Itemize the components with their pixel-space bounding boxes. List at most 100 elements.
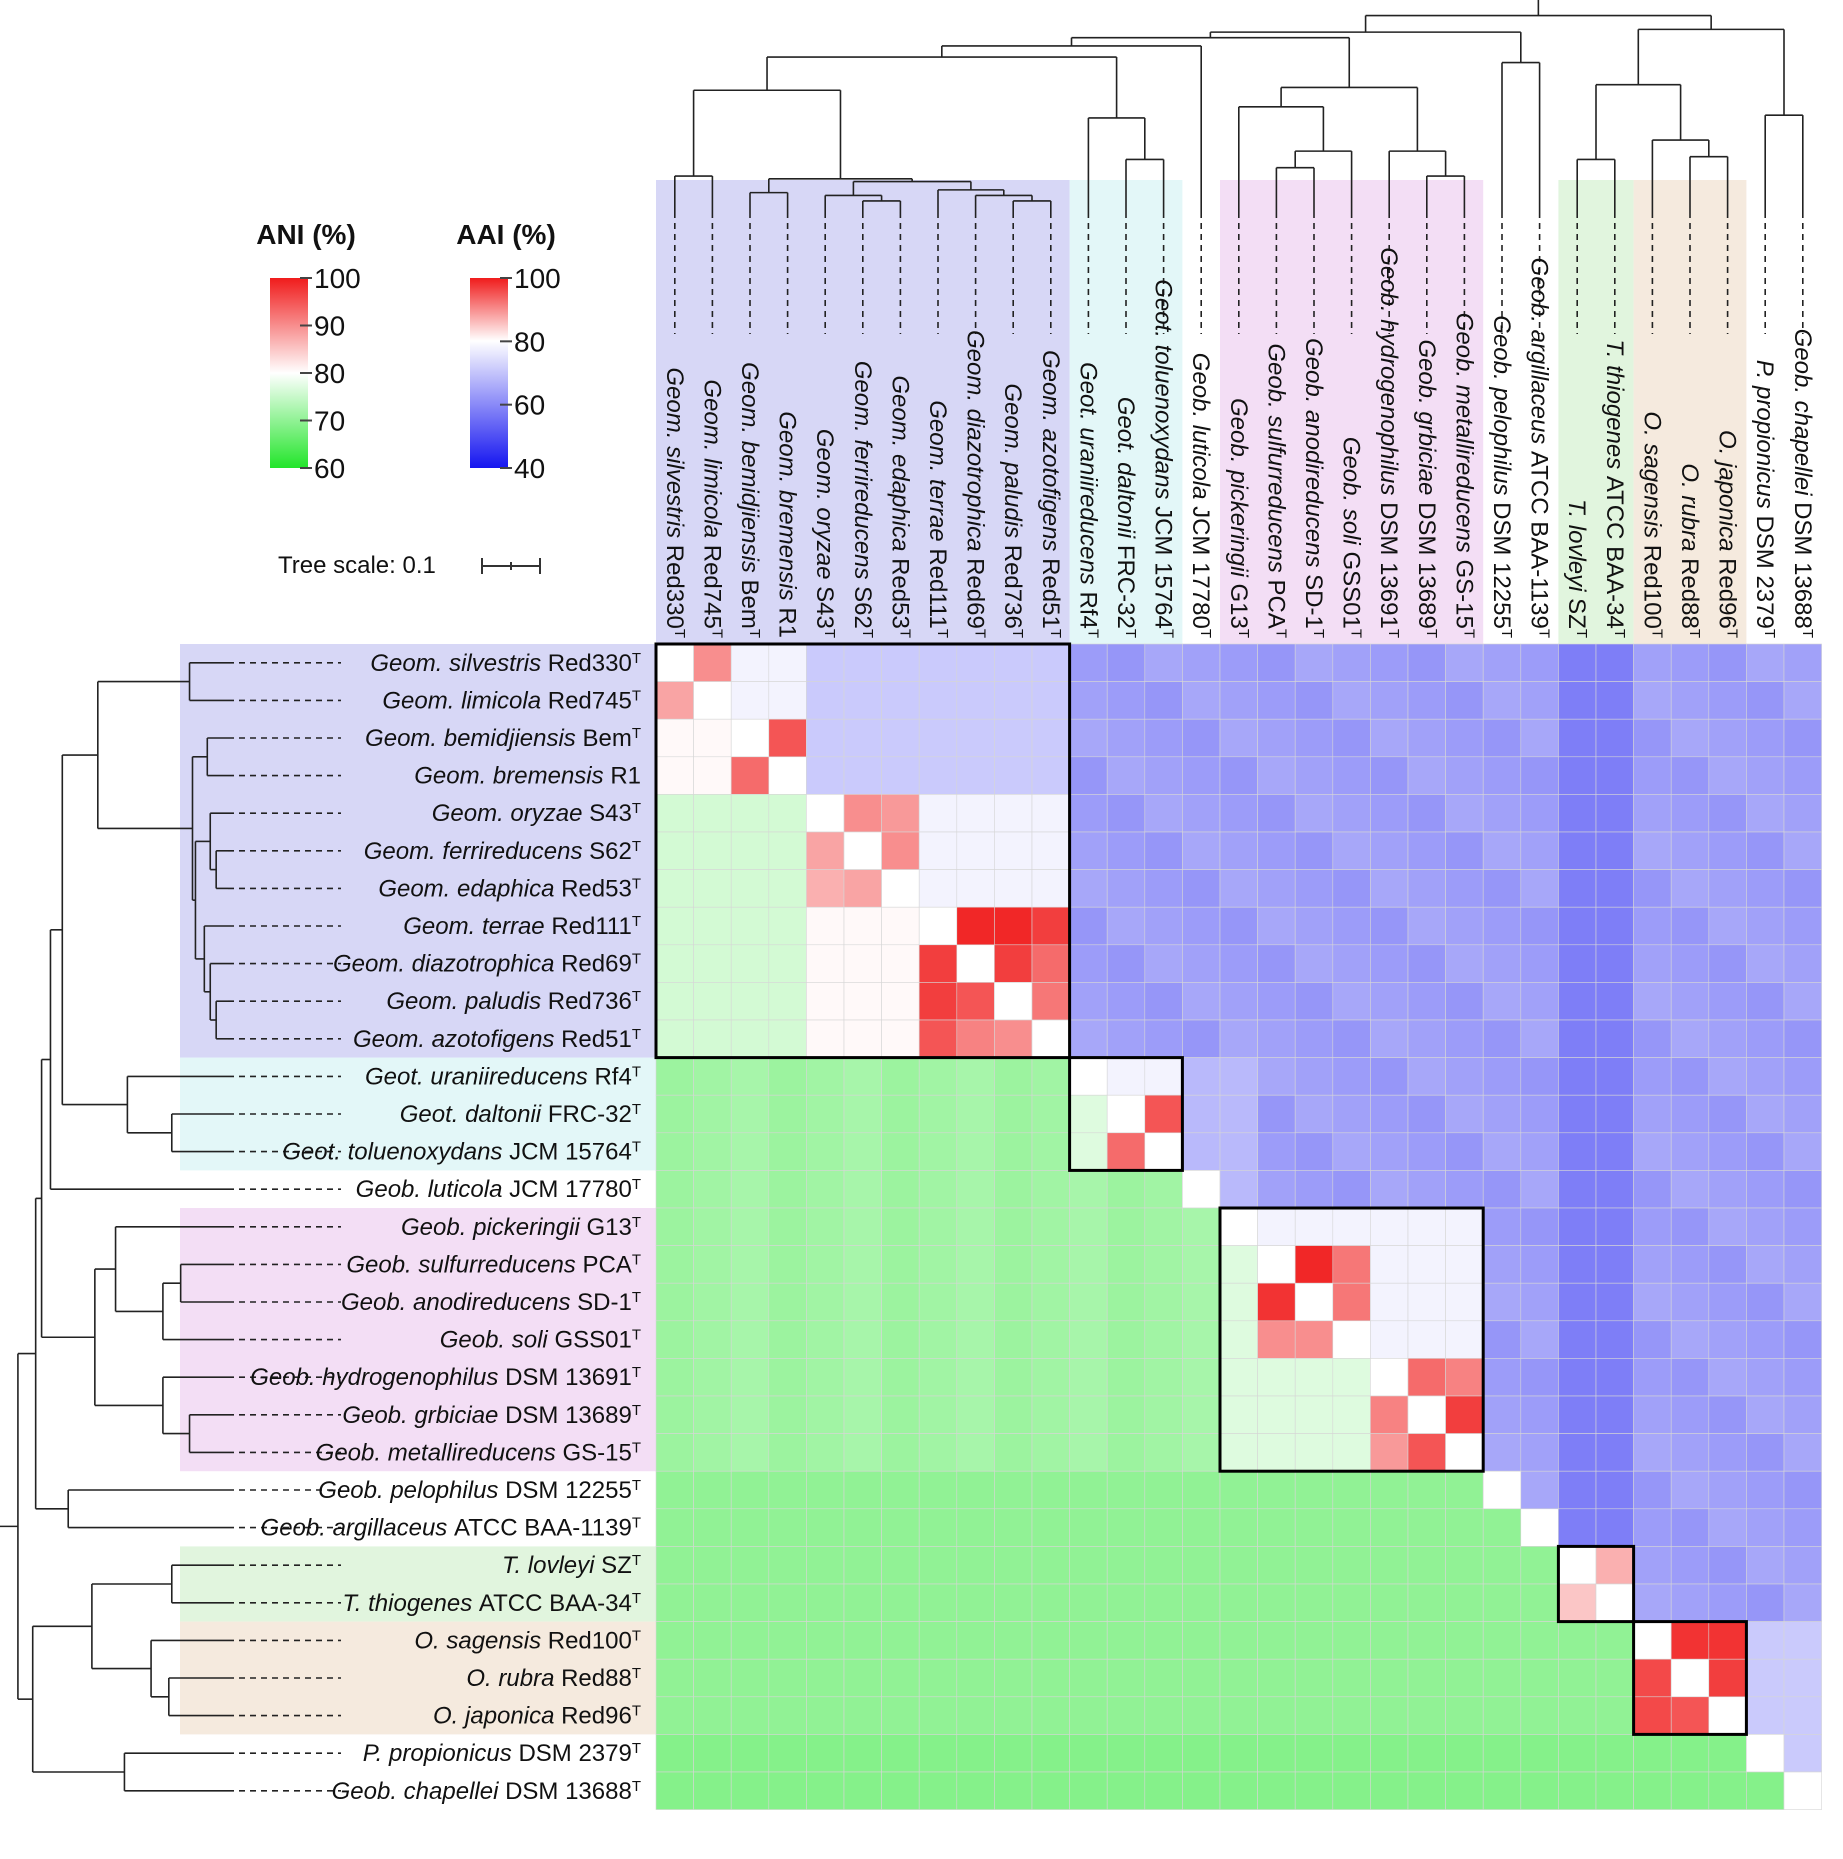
heatmap-cell bbox=[1445, 1132, 1484, 1171]
label-species: Geob. pelophilus bbox=[1488, 315, 1515, 502]
heatmap-cell bbox=[1031, 1546, 1070, 1585]
heatmap-cell bbox=[1520, 1094, 1559, 1134]
heatmap-cell bbox=[1294, 1170, 1334, 1209]
heatmap-cell bbox=[806, 1282, 845, 1322]
heatmap-cell bbox=[1407, 1282, 1446, 1322]
heatmap-cell bbox=[1106, 1245, 1146, 1284]
heatmap-cell bbox=[1746, 1245, 1785, 1284]
heatmap-cell bbox=[806, 982, 845, 1021]
heatmap-cell bbox=[655, 718, 694, 758]
heatmap-cell bbox=[1182, 1433, 1221, 1472]
label-type-marker: T bbox=[1348, 629, 1365, 638]
heatmap-cell bbox=[1031, 1057, 1070, 1096]
heatmap-cell bbox=[1633, 1019, 1672, 1058]
heatmap-cell bbox=[730, 1282, 770, 1322]
heatmap-cell bbox=[1294, 718, 1334, 758]
heatmap-cell bbox=[1031, 756, 1070, 795]
heatmap-cell bbox=[843, 1696, 882, 1735]
heatmap-cell bbox=[1482, 1094, 1522, 1134]
label-type-marker: T bbox=[632, 800, 641, 817]
heatmap-cell bbox=[1482, 1658, 1522, 1698]
heatmap-cell bbox=[843, 944, 882, 983]
heatmap-cell bbox=[1182, 1734, 1221, 1773]
aai-legend-tick-label: 80 bbox=[514, 326, 545, 357]
label-type-marker: T bbox=[1574, 629, 1591, 638]
heatmap-cell bbox=[730, 1621, 770, 1660]
heatmap-cell bbox=[1595, 1696, 1634, 1735]
heatmap-cell bbox=[1482, 1170, 1522, 1209]
heatmap-cell bbox=[1294, 1621, 1334, 1660]
heatmap-cell bbox=[1520, 1320, 1559, 1359]
heatmap-cell bbox=[1069, 869, 1108, 908]
heatmap-cell bbox=[655, 1282, 694, 1322]
heatmap-cell bbox=[1482, 1508, 1522, 1547]
label-type-marker: T bbox=[632, 1063, 641, 1080]
column-label: Geob. metallireducens GS-15T bbox=[1450, 313, 1478, 638]
label-strain: GS-15 bbox=[562, 1439, 631, 1466]
label-species: T. lovleyi bbox=[502, 1552, 601, 1579]
heatmap-cell bbox=[693, 1320, 732, 1359]
heatmap-cell bbox=[768, 1320, 807, 1359]
label-strain: Red100 bbox=[1638, 545, 1665, 629]
heatmap-cell bbox=[918, 1546, 958, 1585]
heatmap-cell bbox=[1633, 1583, 1672, 1622]
heatmap-cell bbox=[1746, 1583, 1785, 1622]
heatmap-cell bbox=[768, 1207, 807, 1246]
heatmap-cell bbox=[1182, 1771, 1221, 1810]
row-label: Geob. argillaceus ATCC BAA-1139T bbox=[261, 1514, 641, 1542]
heatmap-cell bbox=[881, 1621, 920, 1660]
row-band-thio bbox=[180, 1546, 656, 1622]
heatmap-cell bbox=[1407, 681, 1446, 720]
heatmap-cell bbox=[1482, 1395, 1522, 1434]
heatmap-cell bbox=[1558, 1282, 1597, 1322]
heatmap-cell bbox=[1182, 1245, 1221, 1284]
heatmap-cell bbox=[730, 1170, 770, 1209]
heatmap-cell bbox=[1482, 1546, 1522, 1585]
heatmap-cell bbox=[1520, 1433, 1559, 1472]
heatmap-cell bbox=[1219, 1057, 1258, 1096]
heatmap-cell bbox=[1595, 1019, 1634, 1058]
label-strain: GSS01 bbox=[1338, 551, 1365, 628]
heatmap-cell bbox=[1332, 1621, 1371, 1660]
ani-legend-tick-label: 60 bbox=[314, 453, 345, 484]
heatmap-cell bbox=[1332, 1696, 1371, 1735]
label-type-marker: T bbox=[632, 1627, 641, 1644]
label-strain: G13 bbox=[1225, 583, 1252, 628]
label-species: Geom. ferrireducens bbox=[364, 838, 589, 865]
column-label: Geom. azotofigens Red51T bbox=[1037, 350, 1065, 638]
heatmap-cell bbox=[1370, 1358, 1409, 1397]
label-type-marker: T bbox=[632, 913, 641, 930]
heatmap-cell bbox=[1595, 756, 1634, 795]
heatmap-cell bbox=[1445, 1320, 1484, 1359]
heatmap-cell bbox=[693, 1358, 732, 1397]
heatmap-cell bbox=[956, 1207, 995, 1246]
heatmap-cell bbox=[730, 1019, 770, 1058]
heatmap-cell bbox=[994, 1282, 1033, 1322]
heatmap-cell bbox=[1482, 1696, 1522, 1735]
label-strain: PCA bbox=[582, 1251, 631, 1278]
heatmap-cell bbox=[1520, 906, 1559, 946]
heatmap-cell bbox=[1482, 1470, 1522, 1510]
heatmap-cell bbox=[1257, 1245, 1296, 1284]
label-species: O. japonica bbox=[1714, 430, 1741, 558]
heatmap-cell bbox=[1294, 1245, 1334, 1284]
heatmap-cell bbox=[1106, 1019, 1146, 1058]
heatmap-cell bbox=[881, 1395, 920, 1434]
heatmap-cell bbox=[1558, 906, 1597, 946]
heatmap-cell bbox=[1370, 1245, 1409, 1284]
heatmap-cell bbox=[1670, 1320, 1710, 1359]
heatmap-cell bbox=[956, 1094, 995, 1134]
heatmap-cell bbox=[1069, 681, 1108, 720]
heatmap-cell bbox=[1708, 869, 1747, 908]
heatmap-cell bbox=[1482, 1132, 1522, 1171]
heatmap-cell bbox=[1558, 1696, 1597, 1735]
heatmap-cell bbox=[1219, 1621, 1258, 1660]
heatmap-cell bbox=[881, 1583, 920, 1622]
row-label: Geob. chapellei DSM 13688T bbox=[332, 1777, 641, 1805]
heatmap-cell bbox=[1670, 1245, 1710, 1284]
heatmap-cell bbox=[730, 1470, 770, 1510]
heatmap-cell bbox=[843, 756, 882, 795]
heatmap-cell bbox=[1182, 1094, 1221, 1134]
heatmap-cell bbox=[1445, 906, 1484, 946]
